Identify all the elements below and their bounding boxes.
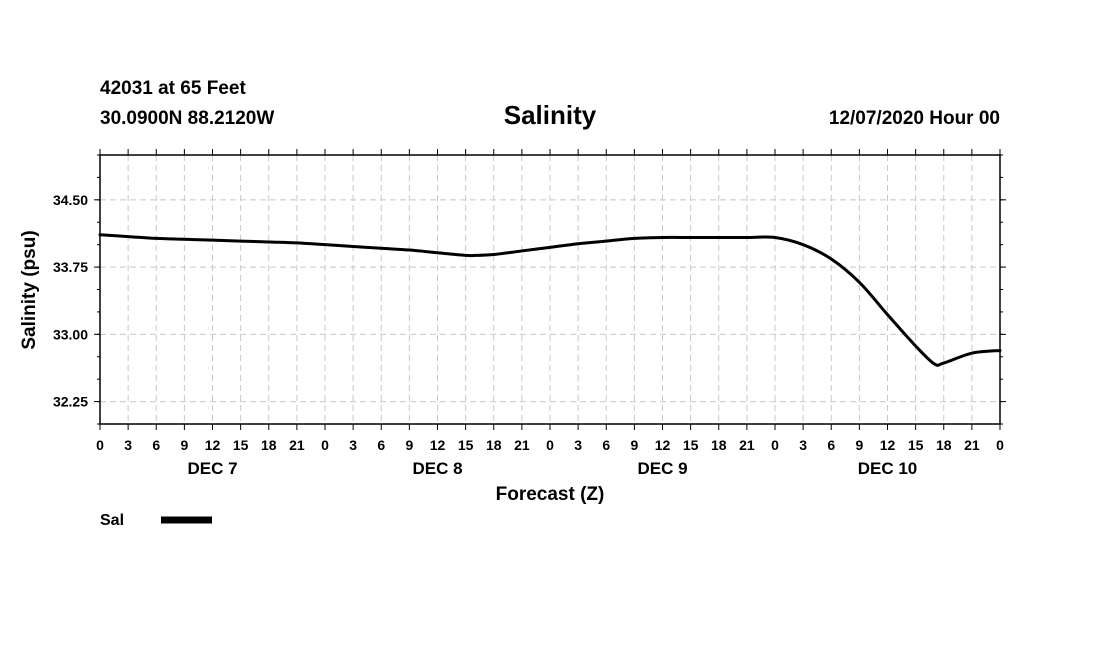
x-tick-label: 9 [855, 437, 863, 453]
y-axis-ticks: 34.50 33.75 33.00 32.25 [53, 192, 1006, 410]
x-tick-label: 21 [964, 437, 980, 453]
x-tick-label: 15 [233, 437, 249, 453]
x-tick-label: 3 [124, 437, 132, 453]
x-axis-label: Forecast (Z) [496, 484, 605, 505]
x-tick-label: 3 [799, 437, 807, 453]
y-tick-label: 32.25 [53, 394, 88, 410]
x-tick-label: 0 [996, 437, 1004, 453]
x-tick-label: 18 [261, 437, 277, 453]
x-tick-label: 21 [289, 437, 305, 453]
x-tick-label: 9 [405, 437, 413, 453]
x-tick-label: 6 [602, 437, 610, 453]
x-tick-label: 3 [349, 437, 357, 453]
x-tick-label: 6 [152, 437, 160, 453]
grid [100, 155, 1000, 424]
x-tick-label: 3 [574, 437, 582, 453]
chart-title: Salinity [504, 100, 597, 130]
x-tick-label: 0 [771, 437, 779, 453]
y-tick-label: 34.50 [53, 192, 88, 208]
x-tick-label: 15 [683, 437, 699, 453]
x-tick-label: 15 [908, 437, 924, 453]
x-tick-label: 6 [827, 437, 835, 453]
y-tick-label: 33.00 [53, 326, 88, 342]
x-tick-label: 18 [486, 437, 502, 453]
series-line-sal [98, 233, 1002, 367]
x-tick-label: 6 [377, 437, 385, 453]
day-label: DEC 7 [187, 459, 237, 478]
x-tick-label: 12 [655, 437, 671, 453]
y-axis-label: Salinity (psu) [19, 230, 40, 349]
x-tick-label: 21 [514, 437, 530, 453]
coordinates-label: 30.0900N 88.2120W [100, 108, 274, 129]
x-tick-label: 15 [458, 437, 474, 453]
plot-frame [99, 154, 1001, 425]
x-tick-label: 12 [430, 437, 446, 453]
day-label: DEC 9 [637, 459, 687, 478]
x-tick-label: 0 [321, 437, 329, 453]
x-tick-label: 0 [546, 437, 554, 453]
x-tick-label: 21 [739, 437, 755, 453]
x-tick-label: 18 [936, 437, 952, 453]
x-axis-ticks: 0 3 6 9 12 15 18 21 0 3 6 9 12 15 18 21 0 3 6 9 12 15 18 21 0 3 6 9… [96, 149, 1004, 453]
x-tick-label: 9 [180, 437, 188, 453]
series [98, 233, 1002, 367]
x-tick-label: 9 [630, 437, 638, 453]
day-labels: DEC 7 DEC 8 DEC 9 DEC 10 [187, 459, 917, 478]
x-tick-label: 12 [205, 437, 221, 453]
y-tick-label: 33.75 [53, 259, 88, 275]
day-label: DEC 10 [858, 459, 918, 478]
x-tick-label: 0 [96, 437, 104, 453]
legend-label: Sal [100, 512, 124, 529]
x-tick-label: 18 [711, 437, 727, 453]
station-label: 42031 at 65 Feet [100, 78, 246, 99]
forecast-timestamp: 12/07/2020 Hour 00 [829, 108, 1000, 129]
x-tick-label: 12 [880, 437, 896, 453]
day-label: DEC 8 [412, 459, 462, 478]
